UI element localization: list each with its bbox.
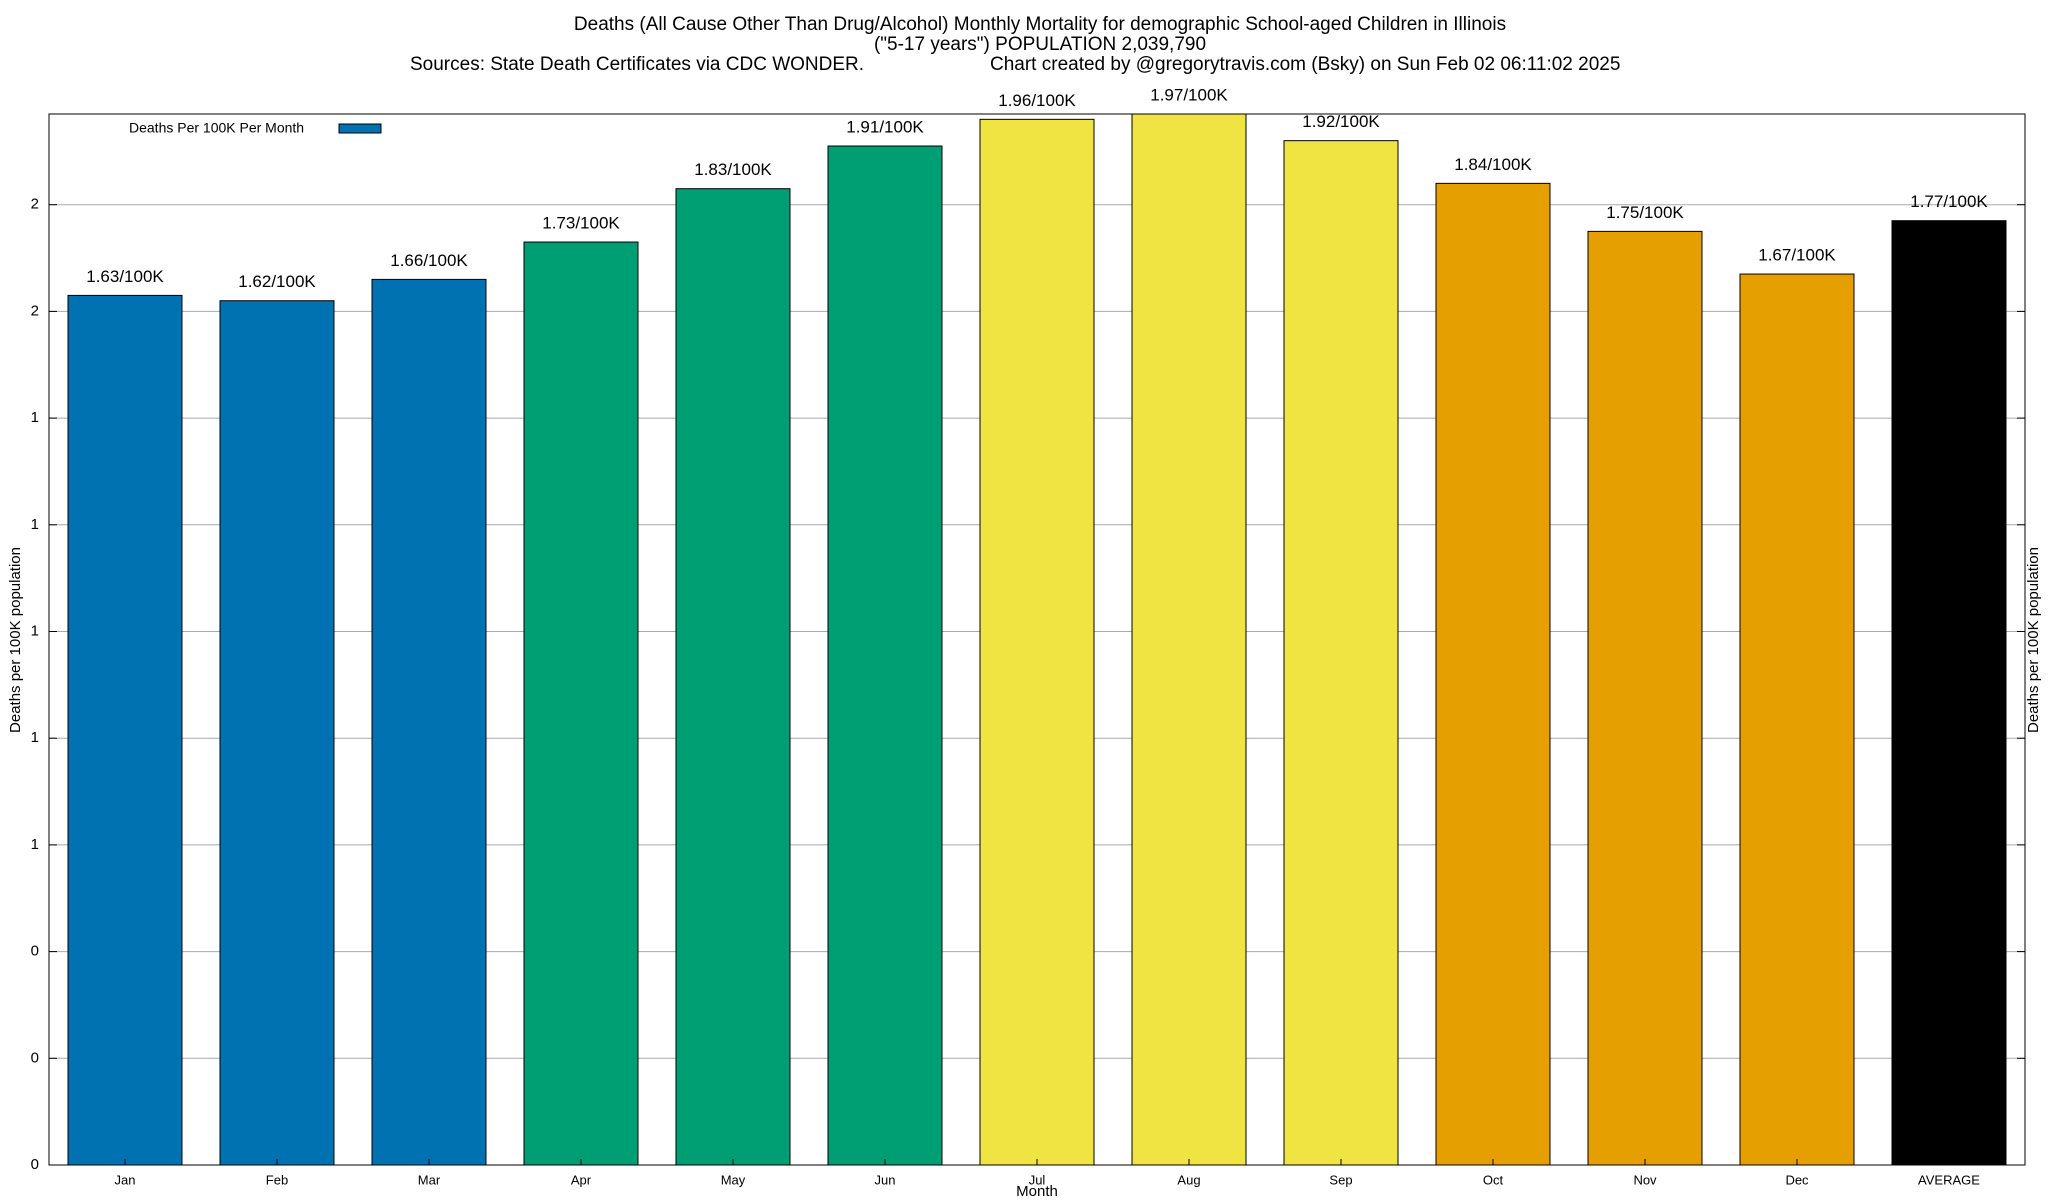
bar <box>1891 220 2007 1166</box>
value-label: 1.66/100K <box>390 251 468 270</box>
source: Sources: State Death Certificates via CD… <box>410 54 864 75</box>
value-label: 1.92/100K <box>1302 112 1380 131</box>
y-tick-label: 1 <box>31 729 39 746</box>
x-tick-label: AVERAGE <box>1918 1172 1980 1187</box>
x-tick-label: Oct <box>1483 1172 1504 1187</box>
value-label: 1.73/100K <box>542 214 620 233</box>
bar <box>675 188 791 1166</box>
x-tick-label: Jul <box>1029 1172 1046 1187</box>
legend-swatch <box>338 123 382 134</box>
y-tick-label: 2 <box>31 302 39 319</box>
y-tick-label: 0 <box>31 943 39 960</box>
chart-subtitle: ("5-17 years") POPULATION 2,039,790 <box>874 34 1206 55</box>
legend-label: Deaths Per 100K Per Month <box>129 120 304 136</box>
y-tick-label: 1 <box>31 516 39 533</box>
bar <box>1435 182 1551 1166</box>
x-tick-label: Jan <box>115 1172 136 1187</box>
value-label: 1.77/100K <box>1910 192 1988 211</box>
chart-title: Deaths (All Cause Other Than Drug/Alcoho… <box>574 14 1506 35</box>
y-tick-label: 1 <box>31 836 39 853</box>
x-tick-label: Mar <box>418 1172 441 1187</box>
y2-axis-label: Deaths per 100K population <box>2025 547 2042 733</box>
x-axis-label: Month <box>1016 1183 1058 1200</box>
bar <box>1283 140 1399 1166</box>
y-axis-label: Deaths per 100K population <box>7 547 24 733</box>
y-tick-label: 1 <box>31 409 39 426</box>
y-tick-label: 1 <box>31 622 39 639</box>
value-label: 1.75/100K <box>1606 203 1684 222</box>
value-label: 1.63/100K <box>86 267 164 286</box>
value-label: 1.97/100K <box>1150 85 1228 104</box>
bar <box>219 300 335 1166</box>
bar <box>371 278 487 1166</box>
x-tick-label: May <box>721 1172 746 1187</box>
x-tick-label: Dec <box>1785 1172 1809 1187</box>
value-label: 1.62/100K <box>238 272 316 291</box>
x-tick-label: Apr <box>571 1172 592 1187</box>
bar <box>827 145 943 1166</box>
x-tick-label: Feb <box>266 1172 288 1187</box>
credit: Chart created by @gregorytravis.com (Bsk… <box>990 54 1620 75</box>
value-label: 1.84/100K <box>1454 155 1532 174</box>
y-tick-label: 0 <box>31 1156 39 1173</box>
value-label: 1.67/100K <box>1758 246 1836 265</box>
x-tick-label: Jun <box>875 1172 896 1187</box>
value-label: 1.96/100K <box>998 91 1076 110</box>
x-tick-label: Sep <box>1329 1172 1352 1187</box>
value-label: 1.91/100K <box>846 117 924 136</box>
x-tick-label: Nov <box>1633 1172 1657 1187</box>
plot-frame <box>48 113 2026 1166</box>
y-tick-label: 0 <box>31 1049 39 1066</box>
bar <box>1739 273 1855 1166</box>
y-tick-label: 2 <box>31 196 39 213</box>
bar <box>979 118 1095 1166</box>
bar <box>1131 113 1247 1166</box>
value-label: 1.83/100K <box>694 160 772 179</box>
bar <box>523 241 639 1166</box>
x-tick-label: Aug <box>1177 1172 1200 1187</box>
bar <box>1587 230 1703 1166</box>
bar <box>67 294 183 1166</box>
